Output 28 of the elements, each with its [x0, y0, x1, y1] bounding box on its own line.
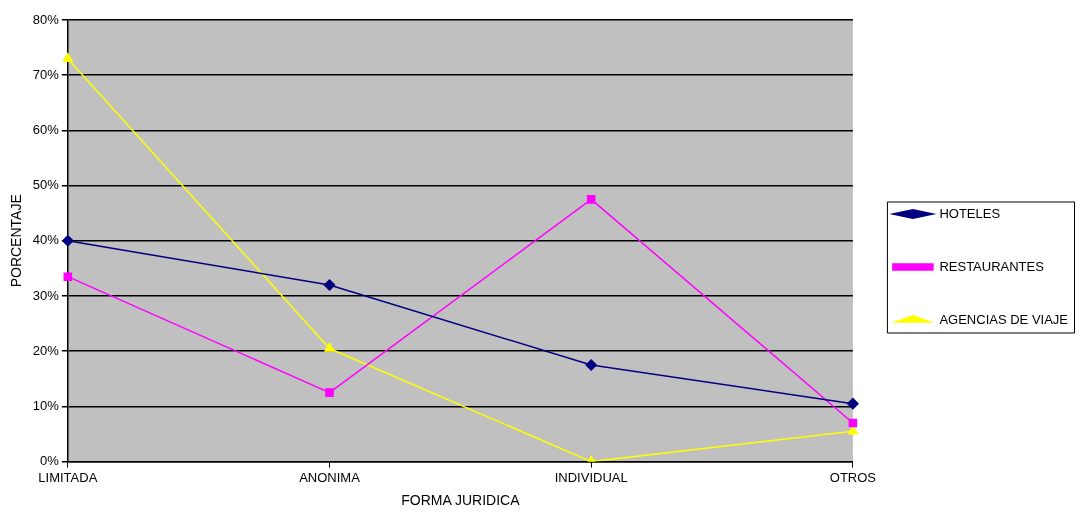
point	[323, 279, 336, 291]
x-tick-label: INDIVIDUAL	[554, 469, 628, 485]
legend-label: AGENCIAS DE VIAJE	[939, 311, 1069, 327]
x-axis-title: FORMA JURIDICA	[401, 492, 521, 509]
point	[586, 195, 596, 204]
y-tick-label: 40%	[32, 232, 60, 248]
point	[63, 272, 73, 281]
point	[847, 397, 859, 410]
y-tick-label: 20%	[32, 342, 60, 358]
y-tick-label: 30%	[32, 287, 60, 303]
legend-label: HOTELES	[939, 205, 1001, 221]
y-tick-label: 70%	[32, 66, 60, 82]
y-tick-label: 50%	[32, 177, 60, 193]
y-tick-label: 0%	[40, 453, 60, 469]
point	[585, 359, 597, 371]
y-tick-label: 80%	[32, 11, 60, 27]
point	[324, 342, 335, 352]
legend-label: RESTAURANTES	[939, 258, 1045, 274]
x-tick-label: OTROS	[829, 469, 877, 485]
y-axis-title: PORCENTAJE	[8, 194, 25, 288]
y-tick-label: 10%	[32, 397, 60, 413]
point	[848, 418, 858, 428]
point	[62, 235, 74, 247]
point	[62, 52, 73, 62]
x-tick-label: LIMITADA	[38, 469, 98, 485]
y-tick-label: 60%	[32, 121, 60, 137]
x-tick-label: ANONIMA	[299, 469, 361, 485]
point	[325, 388, 334, 397]
